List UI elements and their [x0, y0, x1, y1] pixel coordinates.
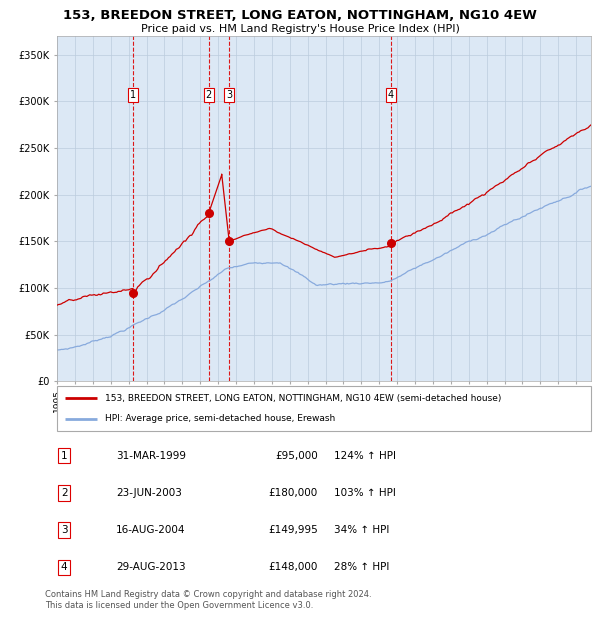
Text: 3: 3: [226, 90, 232, 100]
Text: 4: 4: [61, 562, 67, 572]
Text: 103% ↑ HPI: 103% ↑ HPI: [334, 488, 396, 498]
Text: 28% ↑ HPI: 28% ↑ HPI: [334, 562, 390, 572]
Text: £180,000: £180,000: [269, 488, 318, 498]
Text: HPI: Average price, semi-detached house, Erewash: HPI: Average price, semi-detached house,…: [105, 414, 335, 423]
Text: 29-AUG-2013: 29-AUG-2013: [116, 562, 185, 572]
Text: 31-MAR-1999: 31-MAR-1999: [116, 451, 186, 461]
Text: 124% ↑ HPI: 124% ↑ HPI: [334, 451, 397, 461]
Text: £148,000: £148,000: [269, 562, 318, 572]
Text: 16-AUG-2004: 16-AUG-2004: [116, 525, 185, 535]
Text: 2: 2: [61, 488, 67, 498]
Text: £149,995: £149,995: [268, 525, 318, 535]
Text: 34% ↑ HPI: 34% ↑ HPI: [334, 525, 390, 535]
Text: 153, BREEDON STREET, LONG EATON, NOTTINGHAM, NG10 4EW (semi-detached house): 153, BREEDON STREET, LONG EATON, NOTTING…: [105, 394, 502, 403]
Text: 153, BREEDON STREET, LONG EATON, NOTTINGHAM, NG10 4EW: 153, BREEDON STREET, LONG EATON, NOTTING…: [63, 9, 537, 22]
Text: 23-JUN-2003: 23-JUN-2003: [116, 488, 182, 498]
Text: 1: 1: [61, 451, 67, 461]
Text: Price paid vs. HM Land Registry's House Price Index (HPI): Price paid vs. HM Land Registry's House …: [140, 24, 460, 33]
Text: 2: 2: [206, 90, 212, 100]
Text: 1: 1: [130, 90, 136, 100]
FancyBboxPatch shape: [57, 386, 591, 431]
Text: 3: 3: [61, 525, 67, 535]
Text: Contains HM Land Registry data © Crown copyright and database right 2024.
This d: Contains HM Land Registry data © Crown c…: [45, 590, 371, 609]
Text: 4: 4: [388, 90, 394, 100]
Text: £95,000: £95,000: [275, 451, 318, 461]
